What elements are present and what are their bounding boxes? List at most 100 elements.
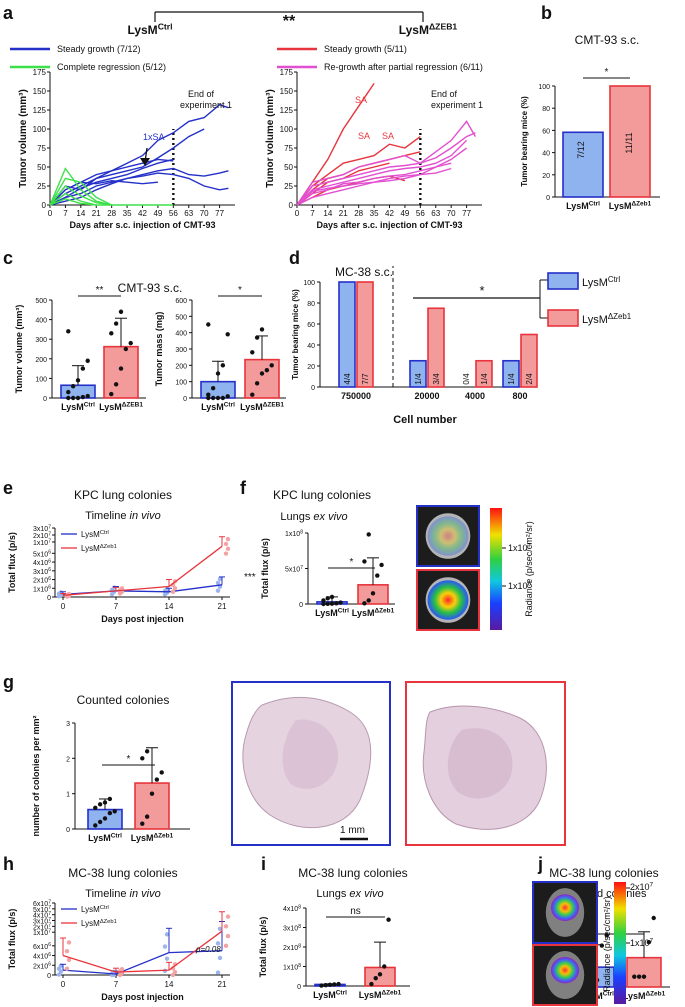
b-ytick-label: 0 xyxy=(546,195,550,202)
panel-label-a: a xyxy=(3,3,14,23)
c_right-point xyxy=(210,386,216,391)
a_right-series-pink-line xyxy=(296,147,468,206)
f-category-label-base: LysM xyxy=(315,608,338,618)
c_left-category-label: LysMΔZEB1 xyxy=(99,402,143,412)
b-significance: * xyxy=(605,67,609,78)
b-category-label-sup: Ctrl xyxy=(589,201,600,208)
a_left-xtick-label: 42 xyxy=(138,209,147,218)
c_left-point xyxy=(85,358,90,363)
a_left-xtick-label: 77 xyxy=(215,209,224,218)
f-category-label-base: LysM xyxy=(352,608,375,618)
a-group-right-base: LysM xyxy=(399,23,429,37)
a_right-ytick-label: 175 xyxy=(280,68,294,77)
a_right-xtick-label: 7 xyxy=(310,209,315,218)
a_left-xtick-label: 35 xyxy=(123,209,132,218)
i-ytick-label-base: 3x10 xyxy=(283,926,298,933)
f-colorbar-tick-label-sup: 6 xyxy=(528,581,532,588)
e-ytick-label: 5x106 xyxy=(33,550,51,559)
h-pvalue: p=0.08 xyxy=(195,945,221,954)
h-ytick-label-sup: 7 xyxy=(48,929,51,935)
g-point xyxy=(107,796,113,802)
g-point xyxy=(97,819,103,825)
d-ytick-label: 40 xyxy=(307,343,315,350)
i-ytick-label: 4x108 xyxy=(283,904,301,913)
h-xtick-label: 0 xyxy=(61,980,66,989)
i-subtitle: Lungs ex vivo xyxy=(316,888,383,900)
i-category-label-base: LysM xyxy=(359,990,382,1000)
c_right-point xyxy=(215,395,221,401)
c_left-point xyxy=(113,382,119,387)
c_right-y-axis-title: Tumor mass (mg) xyxy=(154,312,164,387)
g-ytick-label: 2 xyxy=(66,756,70,763)
a_right-xtick-label: 63 xyxy=(431,209,440,218)
e-subtitle-prefix: Timeline xyxy=(85,510,129,522)
a_left-series-green-line xyxy=(49,167,112,206)
a_left-ytick-label: 175 xyxy=(33,68,47,77)
d-bar-ctrl xyxy=(502,359,520,388)
i-point xyxy=(323,983,328,988)
i-subtitle-em: ex vivo xyxy=(349,888,383,900)
a-1xsa-arrowhead xyxy=(140,158,150,166)
a_left-ytick-label: 125 xyxy=(33,106,47,115)
a_right-ytick-label: 125 xyxy=(280,106,294,115)
e-title: KPC lung colonies xyxy=(74,488,172,502)
f-colorbar xyxy=(490,508,502,630)
i-ytick-label-sup: 8 xyxy=(298,904,301,910)
c_left-point xyxy=(118,366,124,371)
a_right-xtick-label: 14 xyxy=(323,209,332,218)
c_right-ytick-label: 500 xyxy=(175,314,187,321)
c_left-ytick-label: 300 xyxy=(35,337,47,344)
d-bar-label: 1/4 xyxy=(507,373,516,385)
e-point-zeb xyxy=(225,546,231,551)
c_left-point xyxy=(70,384,76,389)
d-category-label: 800 xyxy=(512,391,527,401)
b-title: CMT-93 s.c. xyxy=(575,33,640,47)
h-ytick-label: 3x107 xyxy=(33,917,51,926)
e-xtick-label: 21 xyxy=(218,602,227,611)
h-point-zeb xyxy=(64,966,70,971)
c_right-point xyxy=(259,371,265,376)
e-subtitle: Timeline in vivo xyxy=(85,510,160,522)
c-title: CMT-93 s.c. xyxy=(118,281,183,295)
d-legend-zeb-base: LysM xyxy=(582,314,608,326)
g-category-label-sup: ΔZeb1 xyxy=(153,833,173,840)
g-point xyxy=(93,823,98,828)
f-category-label: LysMCtrl xyxy=(315,608,349,618)
i-point xyxy=(373,976,378,981)
a_right-series-zeb-line xyxy=(296,136,421,206)
g-category-label-base: LysM xyxy=(88,833,111,843)
d-category-label: 20000 xyxy=(414,391,439,401)
f-point xyxy=(370,591,376,596)
h-ytick-label-sup: 6 xyxy=(48,962,51,968)
i-point xyxy=(377,972,383,977)
g-point xyxy=(140,821,145,826)
d-significance: * xyxy=(479,283,484,298)
i-category-label-base: LysM xyxy=(313,990,336,1000)
h-xtick-label: 14 xyxy=(165,980,174,989)
g-histology-zeb-lobe xyxy=(447,728,513,799)
e-ytick-label: 3x107 xyxy=(33,524,51,533)
d-bar-ctrl xyxy=(338,281,356,388)
f-point xyxy=(329,594,335,600)
d-ytick-label: 100 xyxy=(303,280,315,287)
f-point xyxy=(325,601,330,607)
e-point-zeb xyxy=(119,586,125,591)
e-ytick-label-sup: 7 xyxy=(48,524,51,530)
h-ytick-label-base: 6x10 xyxy=(33,901,48,908)
h-ytick-label: 5x107 xyxy=(33,905,51,914)
f-colorbar-tick-label-sup: 7 xyxy=(528,543,532,550)
e-ytick-label-base: 4x10 xyxy=(33,560,48,567)
i-category-label: LysMΔZeb1 xyxy=(359,990,402,1000)
f-point xyxy=(338,600,343,605)
e-ytick-label-base: 1x10 xyxy=(33,540,48,547)
g-point xyxy=(107,810,113,816)
e-point-zeb xyxy=(223,541,229,547)
a_left-series-green-line xyxy=(49,185,112,206)
h-ytick-label: 4x107 xyxy=(33,911,51,920)
f-point xyxy=(366,598,371,603)
a_left-y-axis-title: Tumor volume (mm³) xyxy=(18,89,29,188)
c_left-point xyxy=(80,366,86,371)
e-ytick-label-sup: 6 xyxy=(48,550,51,556)
h-point-ctrl xyxy=(215,941,221,946)
j-category-label: LysMΔZeb1 xyxy=(623,991,666,1001)
